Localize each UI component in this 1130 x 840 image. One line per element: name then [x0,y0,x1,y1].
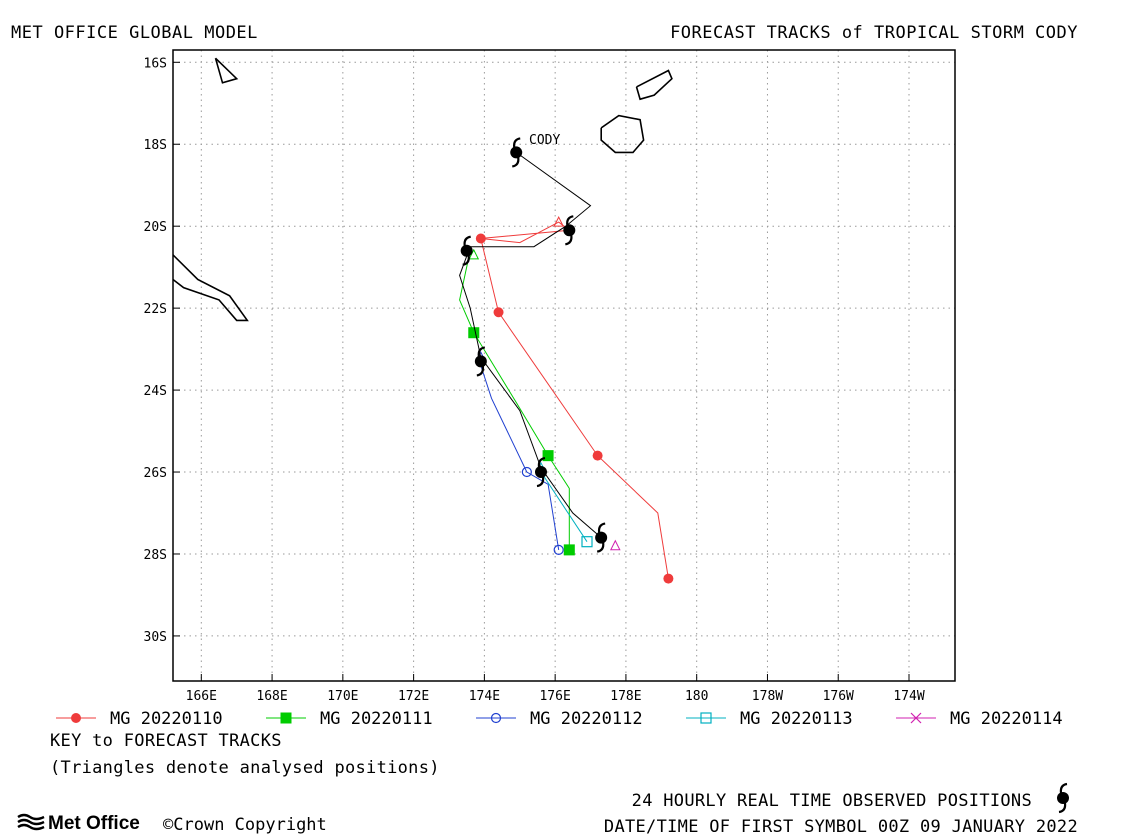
storm-symbol-core [563,224,576,237]
storm-symbol-arm [512,157,520,168]
storm-symbol-core [460,244,473,257]
storm-symbol-arm [536,476,545,488]
storm-symbol-arm [462,255,470,266]
copyright-notice: ©Crown Copyright [163,815,327,835]
y-tick-label: 18S [144,138,167,153]
y-tick-label: 24S [144,384,167,399]
track-marker-circle [493,307,504,318]
observed-storm-symbol [510,137,523,168]
storm-symbol-arm [476,366,485,377]
track-marker-square [280,712,292,724]
track-marker-square [563,544,575,556]
x-tick-label: 170E [327,689,358,704]
storm-symbol-arm [597,522,606,533]
x-tick-label: 176W [823,689,854,704]
legend-key-title: KEY to FORECAST TRACKS [50,731,282,751]
storm-symbol-core [510,146,523,159]
model-title: MET OFFICE GLOBAL MODEL [11,23,258,43]
x-tick-label: 168E [256,689,287,704]
storm-symbol-icon [1057,782,1069,814]
track-marker-open-circle [521,466,532,478]
forecast-track-line [459,250,570,550]
storm-symbol-core [474,355,487,368]
x-tick-label: 174W [893,689,924,704]
first-symbol-datetime: DATE/TIME OF FIRST SYMBOL 00Z 09 JANUARY… [603,817,1078,837]
forecast-tracks [459,215,674,584]
y-tick-label: 22S [144,302,167,317]
met-office-logo-icon [17,813,45,831]
legend-label: MG 20220113 [740,709,853,729]
storm-symbol-arm [477,346,486,357]
coastline [635,69,673,101]
track-marker-open-circle [490,712,502,724]
forecast-track-line [480,221,669,579]
storm-symbol-arm [566,215,574,226]
y-tick-label: 16S [144,56,167,71]
y-tick-label: 28S [144,548,167,563]
storm-symbol-core [595,531,608,544]
track-marker-square [542,450,554,462]
met-office-logo-text: Met Office [48,813,140,834]
coastline [173,254,249,322]
track-marker-x [910,712,922,724]
x-tick-label: 180 [685,689,708,704]
storm-symbol-arm [596,542,605,553]
observed-storm-symbol [535,456,547,488]
plot-frame [172,49,956,682]
x-tick-label: 178W [752,689,783,704]
observed-storm-symbol [460,235,473,266]
observed-storm-symbol [474,346,487,377]
x-tick-label: 172E [398,689,429,704]
x-tick-label: 178E [610,689,641,704]
storm-symbol-arm [565,235,573,246]
observed-storm-symbol [595,522,608,553]
storm-symbol-arm [463,235,471,246]
chart-title: FORECAST TRACKS of TROPICAL STORM CODY [670,23,1078,43]
track-marker-open-circle [553,544,564,555]
legend-label: MG 20220112 [530,709,643,729]
analysed-position-triangle [468,248,480,260]
coastline [214,57,239,84]
coastlines [173,57,673,322]
legend-label: MG 20220111 [320,709,433,729]
y-tick-label: 20S [144,220,167,235]
legend-label: MG 20220114 [950,709,1063,729]
storm-name-label: CODY [529,133,560,148]
x-tick-label: 176E [539,689,570,704]
x-tick-label: 166E [186,689,217,704]
track-marker-open-square [700,712,712,724]
map-grid [173,50,955,681]
track-marker-circle [592,450,603,461]
forecast-track-line [480,365,560,550]
x-tick-label: 174E [469,689,500,704]
forecast-track-line [540,471,588,542]
legend-label: MG 20220110 [110,709,223,729]
analysed-position-triangle [609,539,621,551]
storm-symbol-core [535,466,547,479]
track-marker-open-square [581,536,593,548]
latitude-ticks: 16S 18S 20S 22S 24S 26S 28S 30S [144,56,180,645]
observed-track [459,137,608,553]
observed-storm-symbol [563,215,576,246]
longitude-ticks: 166E 168E 170E 172E 174E 176E 178E 180 178W 176W 1… [186,674,925,704]
legend: MG 20220110 MG 20220111 MG 20220112 MG 2022… [56,709,1063,729]
y-tick-label: 26S [144,466,167,481]
met-office-wordmark: Met Office [18,813,140,835]
analysed-position-triangle [553,215,565,227]
legend-key-note: (Triangles denote analysed positions) [50,758,440,778]
track-marker-circle [475,233,486,244]
coastline [600,114,645,154]
storm-symbol-arm [537,456,546,468]
observed-track-line [459,151,602,538]
track-marker-circle [71,713,81,723]
storm-symbol-arm [513,137,521,148]
y-tick-label: 30S [144,630,167,645]
track-marker-circle [663,573,674,584]
observed-positions-label: 24 HOURLY REAL TIME OBSERVED POSITIONS [631,791,1032,811]
copyright-text: Crown Copyright [173,815,327,835]
track-marker-square [468,327,480,339]
